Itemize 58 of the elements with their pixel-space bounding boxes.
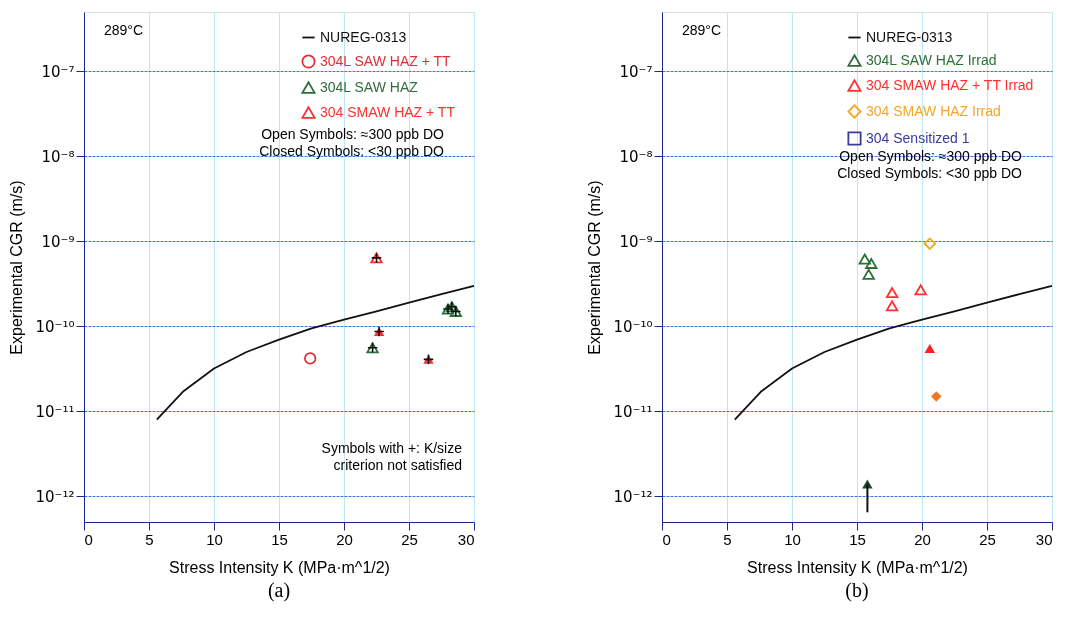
y-tick-label: 10⁻⁷: [41, 62, 75, 81]
y-tick-label: 10⁻⁸: [41, 147, 75, 166]
y-axis-title: Experimental CGR (m/s): [8, 180, 26, 355]
legend-label: NUREG-0313: [866, 28, 953, 45]
text: (a): [267, 579, 291, 602]
point: [858, 253, 871, 265]
x-tick-label: 30: [457, 530, 475, 548]
point: [865, 258, 878, 269]
x-tick-label: 25: [979, 530, 996, 548]
x-tick-label: 15: [849, 530, 866, 548]
point: [924, 343, 936, 354]
annotation: Symbols with +: K/size criterion not satisfied: [321, 440, 463, 473]
y-tick-label: 10⁻⁸: [619, 147, 653, 166]
x-tick-label: 15: [271, 530, 288, 548]
line-series: [733, 284, 1053, 421]
legend-label: 304 Sensitized 1: [866, 129, 970, 146]
y-tick-label: 10⁻¹¹: [35, 402, 75, 421]
point: [885, 300, 899, 312]
annotation: Open Symbols: ≈300 ppb DO Closed Symbols: <30 ppb DO: [837, 148, 1023, 181]
legend-label: 304 SMAW HAZ + TT: [320, 103, 456, 120]
x-tick-label: 10: [206, 530, 223, 548]
legend-label: 304 SMAW HAZ + TT Irrad: [866, 76, 1034, 93]
point: [931, 391, 942, 402]
point: [862, 268, 875, 280]
annotation: 289°C: [682, 22, 722, 38]
x-tick-label: 30: [1035, 530, 1053, 548]
line-series: [155, 284, 475, 421]
legend-label: 304L SAW HAZ Irrad: [866, 51, 997, 68]
x-tick-label: 5: [145, 530, 154, 548]
annotation: 289°C: [104, 22, 144, 38]
x-axis-title: Stress Intensity K (MPa·m^1/2): [747, 558, 968, 576]
point: [914, 284, 927, 296]
y-tick-label: 10⁻⁹: [41, 232, 75, 251]
legend-label: NUREG-0313: [320, 28, 407, 45]
point: [885, 287, 899, 299]
y-tick-label: 10⁻⁹: [619, 232, 653, 251]
legend-label: 304 SMAW HAZ Irrad: [866, 102, 1001, 119]
annotation: Open Symbols: ≈300 ppb DO Closed Symbols: <30 ppb DO: [259, 126, 445, 159]
point: [304, 352, 317, 365]
x-tick-label: 0: [662, 530, 671, 548]
legend-label: 304L SAW HAZ + TT: [320, 52, 452, 69]
y-tick-label: 10⁻¹⁰: [613, 317, 653, 336]
y-tick-label: 10⁻¹²: [35, 487, 75, 506]
x-axis-title: Stress Intensity K (MPa·m^1/2): [169, 558, 390, 576]
y-tick-label: 10⁻¹⁰: [35, 317, 75, 336]
y-axis-title: Experimental CGR (m/s): [586, 180, 604, 355]
text: (b): [845, 579, 869, 602]
x-tick-label: 5: [723, 530, 732, 548]
x-tick-label: 10: [784, 530, 801, 548]
point: [923, 237, 936, 250]
x-tick-label: 0: [84, 530, 93, 548]
y-tick-label: 10⁻¹²: [613, 487, 653, 506]
y-tick-label: 10⁻⁷: [619, 62, 653, 81]
x-tick-label: 20: [914, 530, 931, 548]
y-tick-label: 10⁻¹¹: [613, 402, 653, 421]
x-tick-label: 25: [401, 530, 418, 548]
x-tick-label: 20: [336, 530, 353, 548]
legend-label: 304L SAW HAZ: [320, 78, 419, 95]
